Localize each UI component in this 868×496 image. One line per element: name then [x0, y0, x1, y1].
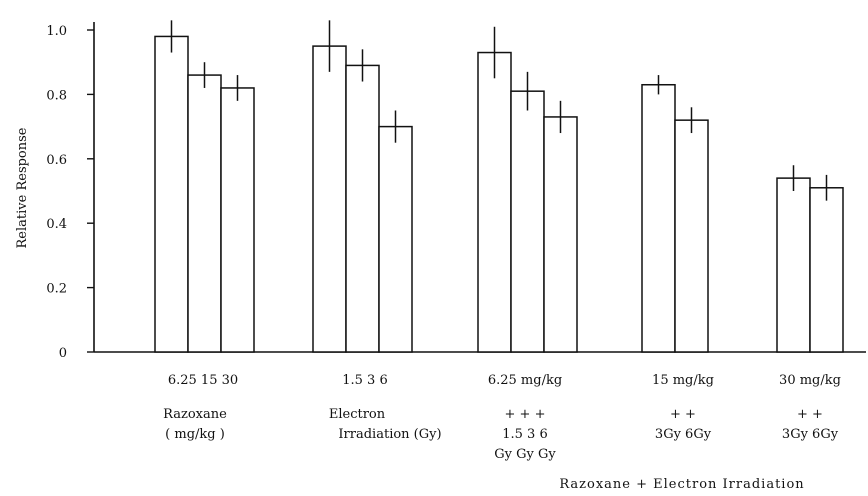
y-axis-label: Relative Response [15, 127, 30, 248]
y-ticks: 0 0.2 0.4 0.6 0.8 1.0 [46, 24, 94, 361]
y-tick-label: 0 [59, 346, 67, 361]
bar [641, 83, 676, 353]
bar [345, 64, 380, 353]
y-tick-label: 1.0 [46, 24, 67, 39]
group-tick-label: 6.25 mg/kg [488, 373, 562, 388]
group-label-line: + + [670, 407, 696, 422]
x-caption: Razoxane + Electron Irradiation [559, 477, 804, 492]
bar [220, 87, 255, 353]
y-tick-label: 0.4 [46, 217, 67, 232]
category-labels: 6.25 15 30 Razoxane ( mg/kg ) 1.5 3 6 Electr… [163, 373, 841, 462]
bar [154, 35, 189, 353]
bars [154, 20, 844, 353]
y-tick-label: 0.8 [46, 88, 67, 103]
y-tick-label: 0.6 [46, 153, 67, 168]
group-tick-label: 30 mg/kg [779, 373, 841, 388]
group-tick-label: 15 mg/kg [652, 373, 714, 388]
group-label-line: 3Gy 6Gy [782, 427, 839, 442]
bar [477, 51, 512, 353]
group-label-line: Razoxane [163, 407, 227, 422]
group-label-line: Electron [329, 407, 386, 422]
group-label-line: Irradiation (Gy) [338, 427, 441, 442]
group-label-line: + + [797, 407, 823, 422]
group-tick-label: 6.25 15 30 [168, 373, 238, 388]
bar [312, 45, 347, 353]
bar [510, 90, 545, 353]
bar [776, 177, 811, 353]
bar [674, 119, 709, 353]
group-label-line: 3Gy 6Gy [655, 427, 712, 442]
group-label-line: 1.5 3 6 [502, 427, 547, 442]
bar [543, 116, 578, 353]
group-tick-label: 1.5 3 6 [342, 373, 387, 388]
bar [809, 187, 844, 353]
y-tick-label: 0.2 [46, 282, 67, 297]
group-label-line: Gy Gy Gy [494, 447, 556, 462]
group-label-line: ( mg/kg ) [165, 427, 225, 442]
group-label-line: + + + [505, 407, 546, 422]
bar [378, 125, 413, 353]
bar [187, 74, 222, 353]
